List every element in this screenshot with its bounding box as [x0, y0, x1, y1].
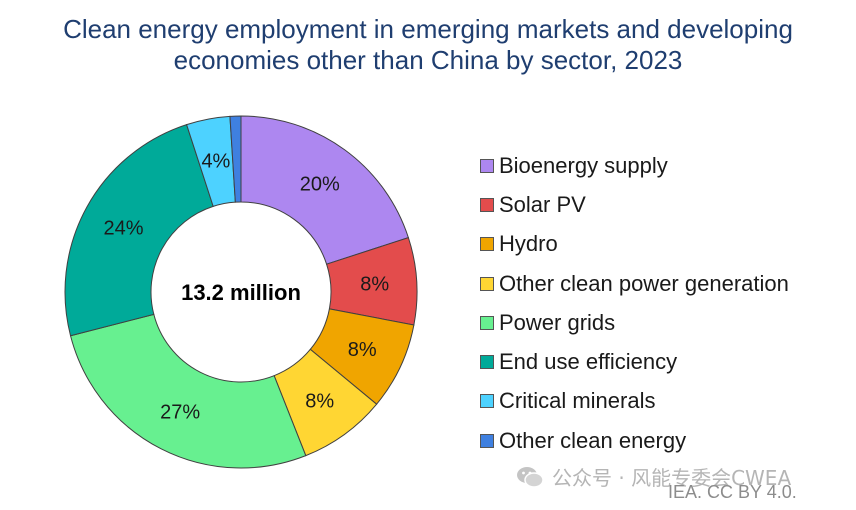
legend-label: Solar PV [499, 191, 586, 217]
legend-label: Bioenergy supply [499, 152, 668, 178]
slice-power-grids [69, 313, 307, 469]
data-label-end-use-efficiency: 24% [104, 217, 144, 239]
legend-swatch [480, 276, 494, 291]
chart-title: Clean energy employment in emerging mark… [63, 14, 793, 75]
legend-item-other-clean-power-generation: Other clean power generation [480, 264, 789, 303]
legend-item-bioenergy-supply: Bioenergy supply [480, 146, 789, 185]
data-label-solar-pv: 8% [360, 274, 389, 296]
slice-bioenergy-supply [240, 115, 410, 265]
legend-item-power-grids: Power grids [480, 303, 789, 342]
source-note: IEA. CC BY 4.0. [668, 482, 797, 502]
legend-swatch [480, 355, 494, 370]
data-label-power-grids: 27% [160, 401, 200, 423]
legend-item-end-use-efficiency: End use efficiency [480, 342, 789, 381]
legend-swatch [480, 315, 494, 330]
legend-label: End use efficiency [499, 349, 678, 375]
data-label-bioenergy-supply: 20% [300, 174, 340, 196]
legend-swatch [480, 433, 494, 448]
watermark: 公众号 · 风能专委会CWEA [516, 462, 791, 491]
legend-swatch [480, 197, 494, 212]
legend-swatch [480, 158, 494, 173]
chart-legend: Bioenergy supply Solar PV Hydro Other clean… [480, 146, 789, 460]
legend-item-solar-pv: Solar PV [480, 185, 789, 224]
slice-end-use-efficiency [64, 123, 214, 337]
legend-label: Other clean power generation [499, 270, 789, 296]
center-total-label: 13.2 million [181, 280, 301, 305]
legend-swatch [480, 237, 494, 252]
legend-label: Other clean energy [499, 427, 687, 453]
legend-item-hydro: Hydro [480, 225, 789, 264]
legend-item-critical-minerals: Critical minerals [480, 382, 789, 421]
legend-label: Hydro [499, 231, 558, 257]
wechat-icon [517, 466, 544, 488]
legend-swatch [480, 394, 494, 409]
watermark-text: 公众号 · 风能专委会CWEA [552, 466, 792, 490]
legend-label: Critical minerals [499, 388, 656, 414]
data-label-hydro: 8% [348, 339, 377, 361]
data-label-other-clean-power-generation: 8% [305, 390, 334, 412]
legend-label: Power grids [499, 309, 616, 335]
slice-other-clean-energy [229, 115, 242, 203]
data-label-critical-minerals: 4% [201, 150, 230, 172]
legend-item-other-clean-energy: Other clean energy [480, 421, 789, 460]
